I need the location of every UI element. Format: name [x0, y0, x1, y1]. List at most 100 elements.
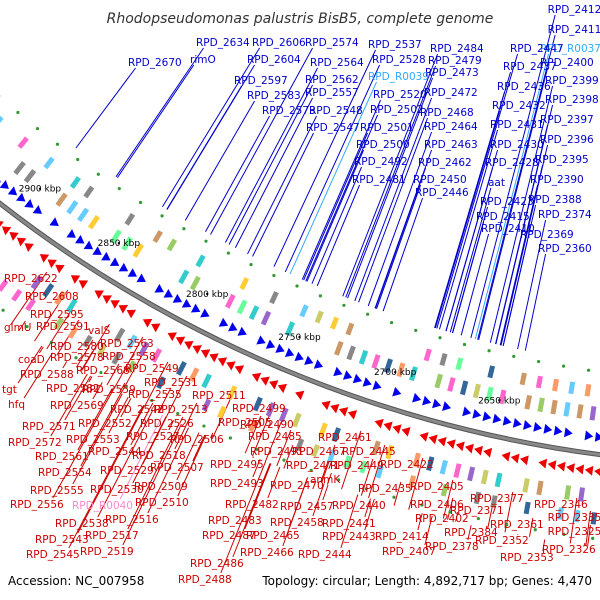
- top-gene-label-24[interactable]: RPD_2410: [481, 223, 535, 235]
- bottom-gene-label-61[interactable]: RPD_2457: [280, 501, 334, 513]
- bottom-gene-label-20[interactable]: RPD_2535: [128, 389, 182, 401]
- bottom-gene-label-90[interactable]: RPD_2326: [542, 544, 596, 556]
- top-gene-label-48[interactable]: RPD_2548: [309, 105, 363, 117]
- bottom-gene-label-4[interactable]: RPD_2591: [36, 321, 90, 333]
- top-gene-label-14[interactable]: RPD_2447: [510, 43, 564, 55]
- bottom-gene-label-44[interactable]: RPD_2467: [292, 446, 346, 458]
- bottom-gene-label-2[interactable]: RPD_2595: [30, 309, 84, 321]
- bottom-gene-label-23[interactable]: RPD_2552: [78, 418, 132, 430]
- top-gene-label-42[interactable]: RPD_2492: [354, 156, 408, 168]
- top-gene-label-13[interactable]: RPD_2360: [538, 243, 592, 255]
- top-gene-label-38[interactable]: RPD_2520: [373, 89, 427, 101]
- bottom-gene-label-15[interactable]: RPD_2582: [46, 383, 100, 395]
- top-gene-label-5[interactable]: RPD_2398: [545, 94, 599, 106]
- top-gene-label-1[interactable]: RPD_2411: [548, 24, 600, 36]
- bottom-gene-label-45[interactable]: RPD_2445: [342, 446, 396, 458]
- bottom-gene-label-64[interactable]: RPD_2377: [470, 493, 524, 505]
- top-gene-label-7[interactable]: RPD_2396: [540, 134, 594, 146]
- top-gene-label-4[interactable]: RPD_2399: [545, 75, 599, 87]
- bottom-gene-label-50[interactable]: RPD_2530: [90, 484, 144, 496]
- top-gene-label-27[interactable]: RPD_2473: [425, 67, 479, 79]
- bottom-gene-label-57[interactable]: RPD_2556: [10, 499, 64, 511]
- bottom-gene-label-27[interactable]: RPD_2572: [8, 437, 62, 449]
- top-gene-label-18[interactable]: RPD_2431: [490, 119, 544, 131]
- bottom-gene-label-87[interactable]: RPD_2407: [382, 546, 436, 558]
- top-gene-label-21[interactable]: aat: [488, 177, 505, 189]
- bottom-gene-label-16[interactable]: RPD_2559: [82, 384, 136, 396]
- top-gene-label-35[interactable]: RPD_2537: [368, 39, 422, 51]
- bottom-gene-label-69[interactable]: RPD_2458: [270, 517, 324, 529]
- top-gene-label-34[interactable]: RPD_2446: [415, 187, 469, 199]
- top-gene-label-10[interactable]: RPD_2388: [528, 194, 582, 206]
- bottom-gene-label-37[interactable]: RPD_2485: [248, 431, 302, 443]
- bottom-gene-label-8[interactable]: coaD: [18, 354, 45, 366]
- top-gene-label-33[interactable]: RPD_2450: [413, 174, 467, 186]
- top-gene-label-53[interactable]: RPD_2597: [234, 75, 288, 87]
- bottom-gene-label-36[interactable]: RPD_2518: [132, 450, 186, 462]
- top-gene-label-6[interactable]: RPD_2397: [540, 114, 594, 126]
- top-gene-label-16[interactable]: RPD_2436: [497, 81, 551, 93]
- bottom-gene-label-5[interactable]: valS: [88, 325, 111, 337]
- top-gene-label-32[interactable]: RPD_2462: [418, 157, 472, 169]
- top-gene-label-50[interactable]: RPD_2634: [196, 37, 250, 49]
- bottom-gene-label-40[interactable]: RPD_2529: [100, 465, 154, 477]
- bottom-gene-label-24[interactable]: RPD_2542: [110, 404, 164, 416]
- top-gene-label-29[interactable]: RPD_2468: [420, 107, 474, 119]
- bottom-gene-label-19[interactable]: RPD_2569: [50, 400, 104, 412]
- bottom-gene-label-86[interactable]: RPD_2444: [298, 549, 352, 561]
- bottom-gene-label-0[interactable]: RPD_2622: [4, 273, 58, 285]
- top-gene-label-15[interactable]: RPD_2437: [503, 61, 557, 73]
- bottom-gene-label-46[interactable]: RPD_2471: [286, 460, 340, 472]
- top-gene-label-54[interactable]: RPD_2583: [247, 90, 301, 102]
- bottom-gene-label-35[interactable]: RPD_2544: [88, 446, 142, 458]
- bottom-gene-label-54[interactable]: anmK: [310, 474, 341, 486]
- top-gene-label-55[interactable]: RPD_2573: [262, 105, 316, 117]
- bottom-gene-label-17[interactable]: RPD_2531: [144, 377, 198, 389]
- top-gene-label-39[interactable]: RPD_2502: [370, 104, 424, 116]
- top-gene-label-44[interactable]: RPD_2574: [305, 37, 359, 49]
- bottom-gene-label-91[interactable]: RPD_2486: [190, 558, 244, 570]
- bottom-gene-label-34[interactable]: RPD_2561: [35, 451, 89, 463]
- bottom-gene-label-77[interactable]: RPD_2465: [246, 530, 300, 542]
- bottom-gene-label-49[interactable]: RPD_2555: [30, 485, 84, 497]
- bottom-gene-label-13[interactable]: RPD_2549: [125, 363, 179, 375]
- bottom-gene-label-18[interactable]: hfq: [8, 399, 25, 411]
- bottom-gene-label-83[interactable]: RPD_2545: [26, 549, 80, 561]
- bottom-gene-label-26[interactable]: RPD_2499: [232, 403, 286, 415]
- top-gene-label-23[interactable]: RPD_2415: [476, 211, 530, 223]
- bottom-gene-label-25[interactable]: RPD_2513: [154, 404, 208, 416]
- top-gene-label-20[interactable]: RPD_2428: [485, 157, 539, 169]
- top-gene-label-37[interactable]: RPD_R0039: [368, 71, 429, 83]
- bottom-gene-label-78[interactable]: RPD_2443: [322, 531, 376, 543]
- bottom-gene-label-82[interactable]: RPD_2325: [548, 526, 600, 538]
- bottom-gene-label-41[interactable]: RPD_2507: [150, 462, 204, 474]
- bottom-gene-label-55[interactable]: RPD_2435: [358, 483, 412, 495]
- top-gene-label-36[interactable]: RPD_2528: [372, 54, 426, 66]
- bottom-gene-label-47[interactable]: RPD_2449: [330, 460, 384, 472]
- top-gene-label-26[interactable]: RPD_2479: [428, 55, 482, 67]
- bottom-gene-label-76[interactable]: RPD_2487: [202, 530, 256, 542]
- top-gene-label-57[interactable]: RPD_2670: [128, 57, 182, 69]
- bottom-gene-label-81[interactable]: RPD_2361: [490, 519, 544, 531]
- bottom-gene-label-80[interactable]: RPD_2384: [444, 527, 498, 539]
- bottom-gene-label-71[interactable]: RPD_2402: [415, 513, 469, 525]
- top-gene-label-31[interactable]: RPD_2463: [424, 139, 478, 151]
- bottom-gene-label-73[interactable]: RPD_2335: [548, 512, 600, 524]
- bottom-gene-label-48[interactable]: RPD_2422: [380, 459, 434, 471]
- bottom-gene-label-51[interactable]: RPD_2509: [134, 481, 188, 493]
- bottom-gene-label-39[interactable]: RPD_2554: [38, 467, 92, 479]
- top-gene-label-12[interactable]: RPD_2369: [520, 229, 574, 241]
- bottom-gene-label-79[interactable]: RPD_2414: [375, 531, 429, 543]
- top-gene-label-41[interactable]: RPD_2500: [356, 139, 410, 151]
- bottom-gene-label-85[interactable]: RPD_2466: [240, 547, 294, 559]
- bottom-gene-label-29[interactable]: RPD_2527: [126, 431, 180, 443]
- bottom-gene-label-33[interactable]: RPD_2490: [240, 419, 294, 431]
- bottom-gene-label-3[interactable]: glmU: [4, 322, 32, 334]
- bottom-gene-label-6[interactable]: RPD_2580: [50, 341, 104, 353]
- top-gene-label-56[interactable]: rimO: [190, 54, 216, 66]
- top-gene-label-30[interactable]: RPD_2464: [424, 121, 478, 133]
- bottom-gene-label-38[interactable]: RPD_2461: [318, 432, 372, 444]
- bottom-gene-label-65[interactable]: RPD_2346: [534, 499, 588, 511]
- gene-labels[interactable]: RPD_2412 RPD_2411 RPD_R0037 RPD_2400 RPD_239…: [2, 4, 600, 586]
- bottom-gene-label-93[interactable]: RPD_2488: [178, 574, 232, 586]
